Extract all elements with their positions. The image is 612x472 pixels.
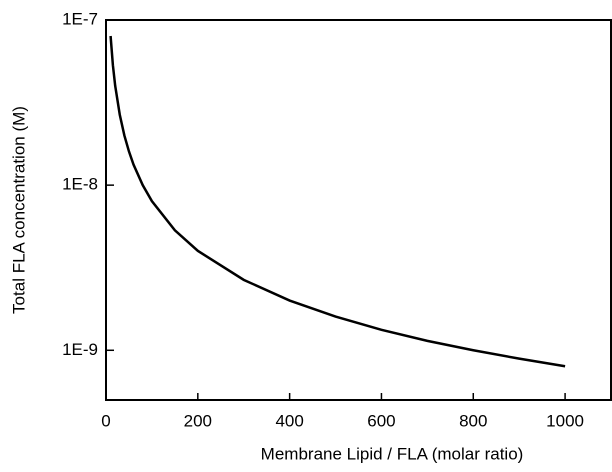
x-tick-label: 600 — [367, 411, 395, 430]
y-tick-label: 1E-7 — [62, 9, 98, 28]
x-tick-label: 200 — [184, 411, 212, 430]
plot-frame — [105, 19, 612, 401]
x-tick-label: 0 — [101, 411, 110, 430]
data-line — [109, 35, 566, 368]
x-tick-label: 800 — [459, 411, 487, 430]
x-tick-label: 1000 — [546, 411, 584, 430]
x-tick-label: 400 — [275, 411, 303, 430]
y-axis-label: Total FLA concentration (M) — [9, 106, 28, 314]
x-axis-label: Membrane Lipid / FLA (molar ratio) — [261, 444, 524, 463]
y-tick-label: 1E-8 — [62, 175, 98, 194]
y-tick-label: 1E-9 — [62, 340, 98, 359]
